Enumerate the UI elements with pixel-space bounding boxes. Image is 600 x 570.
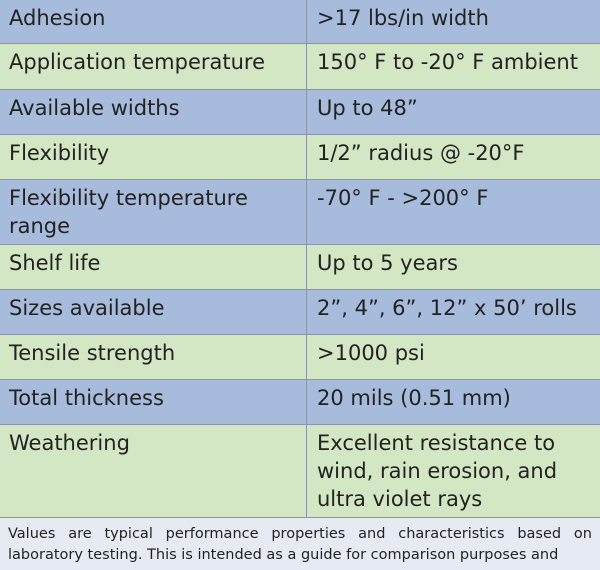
- table-row: Total thickness 20 mils (0.51 mm): [0, 380, 600, 425]
- value-cell: 1/2” radius @ -20°F: [317, 141, 525, 165]
- property-cell: Weathering: [0, 425, 307, 517]
- value-cell: -70° F - >200° F: [317, 186, 489, 210]
- property-cell: Application temperature: [0, 44, 307, 89]
- table-row: Flexibility 1/2” radius @ -20°F: [0, 135, 600, 180]
- table-row: Adhesion >17 lbs/in width: [0, 0, 600, 44]
- table-row: Shelf life Up to 5 years: [0, 245, 600, 290]
- property-cell: Sizes available: [0, 290, 307, 334]
- value-cell: 20 mils (0.51 mm): [317, 386, 511, 410]
- value-cell: Up to 5 years: [317, 251, 458, 275]
- spec-table: Adhesion >17 lbs/in width Application temp…: [0, 0, 600, 518]
- value-cell: >17 lbs/in width: [317, 6, 489, 30]
- value-cell: 150° F to -20° F ambient: [317, 50, 578, 74]
- table-row: Available widths Up to 48”: [0, 90, 600, 135]
- property-cell: Tensile strength: [0, 335, 307, 379]
- property-cell: Shelf life: [0, 245, 307, 289]
- property-cell: Flexibility: [0, 135, 307, 179]
- property-cell: Adhesion: [0, 0, 307, 43]
- property-cell: Available widths: [0, 90, 307, 134]
- table-row: Weathering Excellent resistance to wind, …: [0, 425, 600, 518]
- footnote: Values are typical performance propertie…: [0, 518, 600, 570]
- table-row: Flexibility temperature range -70° F - >2…: [0, 180, 600, 245]
- value-cell: Up to 48”: [317, 96, 418, 120]
- property-cell: Total thickness: [0, 380, 307, 424]
- value-cell: >1000 psi: [317, 341, 425, 365]
- property-cell: Flexibility temperature range: [0, 180, 307, 244]
- value-cell: 2”, 4”, 6”, 12” x 50’ rolls: [317, 296, 577, 320]
- value-cell: Excellent resistance to wind, rain erosi…: [317, 431, 558, 511]
- table-row: Application temperature 150° F to -20° F …: [0, 44, 600, 90]
- table-row: Tensile strength >1000 psi: [0, 335, 600, 380]
- table-row: Sizes available 2”, 4”, 6”, 12” x 50’ rol…: [0, 290, 600, 335]
